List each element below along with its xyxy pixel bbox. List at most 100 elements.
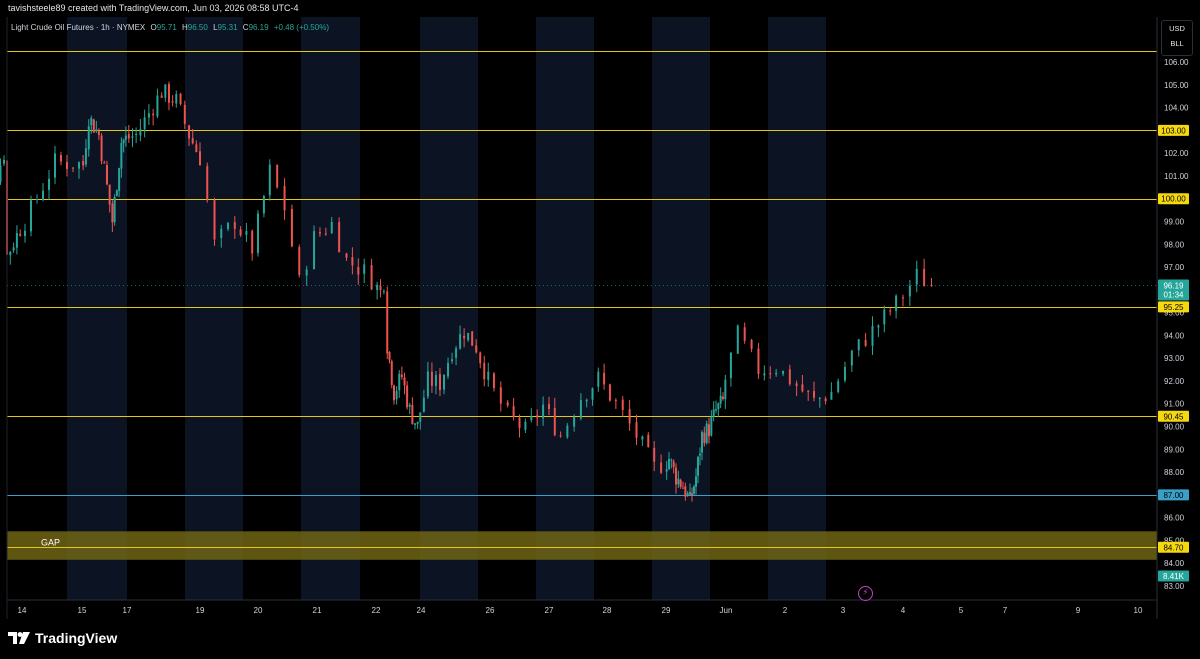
candle-up: [0, 165, 2, 182]
candle-down: [548, 403, 550, 410]
tradingview-logo[interactable]: TradingView: [8, 630, 117, 646]
candle-up: [566, 425, 569, 438]
candle-up: [467, 332, 470, 341]
currency-unit-button[interactable]: USD BLL: [1161, 20, 1193, 56]
candle-up: [426, 371, 429, 397]
time-tick-label: 20: [254, 606, 263, 615]
candle-up: [871, 325, 874, 346]
candle-down: [608, 384, 611, 401]
candle-up: [419, 412, 422, 422]
time-tick-label: 29: [662, 606, 671, 615]
candle-down: [553, 408, 556, 436]
symbol-title[interactable]: Light Crude Oil Futures · 1h · NYMEX: [11, 23, 146, 32]
level-price-label-bg: [1158, 124, 1189, 136]
candle-down: [801, 384, 804, 392]
candle-down: [788, 369, 791, 385]
header-bar: tavishsteele89 created with TradingView.…: [0, 0, 1200, 17]
level-price-label: 100.00: [1161, 195, 1186, 204]
candle-up: [591, 388, 594, 400]
candle-up: [585, 399, 588, 402]
candle-down: [386, 291, 389, 354]
candle-up: [915, 268, 918, 285]
price-tick-label: 84.00: [1164, 559, 1185, 568]
candle-down: [66, 161, 68, 169]
candle-up: [699, 453, 701, 456]
candle-up: [15, 233, 18, 248]
candle-up: [414, 423, 416, 425]
candle-up: [84, 148, 87, 165]
low-value: 95.31: [217, 23, 238, 32]
candle-up: [416, 421, 419, 424]
candle-down: [769, 373, 772, 375]
candle-down: [390, 361, 393, 385]
time-tick-label: 2: [783, 606, 788, 615]
candle-down: [512, 406, 515, 417]
candle-up: [717, 403, 720, 410]
candle-up: [697, 456, 699, 476]
candle-down: [199, 151, 201, 166]
candle-down: [206, 166, 209, 201]
candle-down: [660, 462, 663, 473]
time-tick-label: 19: [196, 606, 205, 615]
candle-down: [653, 447, 656, 462]
high-key: H: [182, 23, 188, 32]
candle-up: [695, 476, 697, 487]
candle-up: [434, 374, 437, 387]
candle-up: [398, 373, 401, 391]
countdown-label: 01:34: [1163, 290, 1184, 299]
candle-down: [338, 222, 341, 253]
level-price-label-bg: [1158, 301, 1189, 313]
close-key: C: [242, 23, 249, 32]
price-tick-label: 97.00: [1164, 263, 1185, 272]
price-tick-label: 93.00: [1164, 354, 1185, 363]
candle-down: [127, 134, 130, 139]
time-tick-label: 22: [372, 606, 381, 615]
candle-down: [675, 467, 677, 485]
candle-down: [239, 229, 242, 236]
candle-down: [100, 135, 103, 162]
candle-up: [118, 168, 121, 191]
candle-down: [406, 385, 409, 408]
low-key: L: [213, 23, 218, 32]
candle-up: [363, 264, 366, 274]
candle-up: [719, 395, 722, 404]
candle-down: [672, 461, 675, 468]
candle-down: [351, 257, 354, 266]
close-value: 96.19: [248, 23, 269, 32]
candle-up: [677, 478, 680, 485]
candle-down: [492, 373, 495, 389]
candle-down: [722, 396, 724, 399]
candle-down: [628, 409, 631, 424]
candle-up: [850, 350, 853, 366]
candle-up: [422, 397, 425, 412]
level-price-label: 84.70: [1163, 543, 1184, 552]
price-tick-label: 83.00: [1164, 582, 1185, 591]
candle-up: [48, 178, 50, 190]
candle-down: [518, 417, 521, 429]
price-tick-label: 101.00: [1164, 172, 1189, 181]
time-tick-label: 5: [959, 606, 964, 615]
candle-up: [689, 492, 691, 495]
session-band: [67, 17, 127, 600]
change-value: +0.48 (+0.50%): [273, 23, 329, 32]
candle-up: [9, 251, 12, 256]
candle-up: [24, 230, 26, 237]
candle-down: [621, 399, 624, 410]
candle-down: [298, 246, 301, 276]
candle-up: [54, 153, 56, 178]
candle-up: [12, 247, 15, 251]
lightning-bolt-icon[interactable]: ⚡: [858, 586, 873, 601]
time-axis[interactable]: 14 15 17 19 20 21 22 24 26 27 28 29 Jun 2 3 4 5 7 9 10: [18, 606, 1143, 615]
candle-up: [30, 200, 32, 232]
candle-up: [775, 372, 778, 375]
header-credit: tavishsteele89 created with TradingView.…: [8, 3, 299, 13]
price-axis[interactable]: 83.00 84.00 85.00 86.00 87.00 88.00 89.00 90.00…: [1164, 58, 1189, 591]
candle-down: [290, 209, 293, 247]
tradingview-brand: TradingView: [35, 630, 118, 646]
candle-down: [703, 432, 706, 444]
candle-up: [156, 95, 159, 117]
candle-down: [411, 404, 414, 425]
time-tick-label: 24: [417, 606, 426, 615]
price-tick-label: 98.00: [1164, 240, 1185, 249]
